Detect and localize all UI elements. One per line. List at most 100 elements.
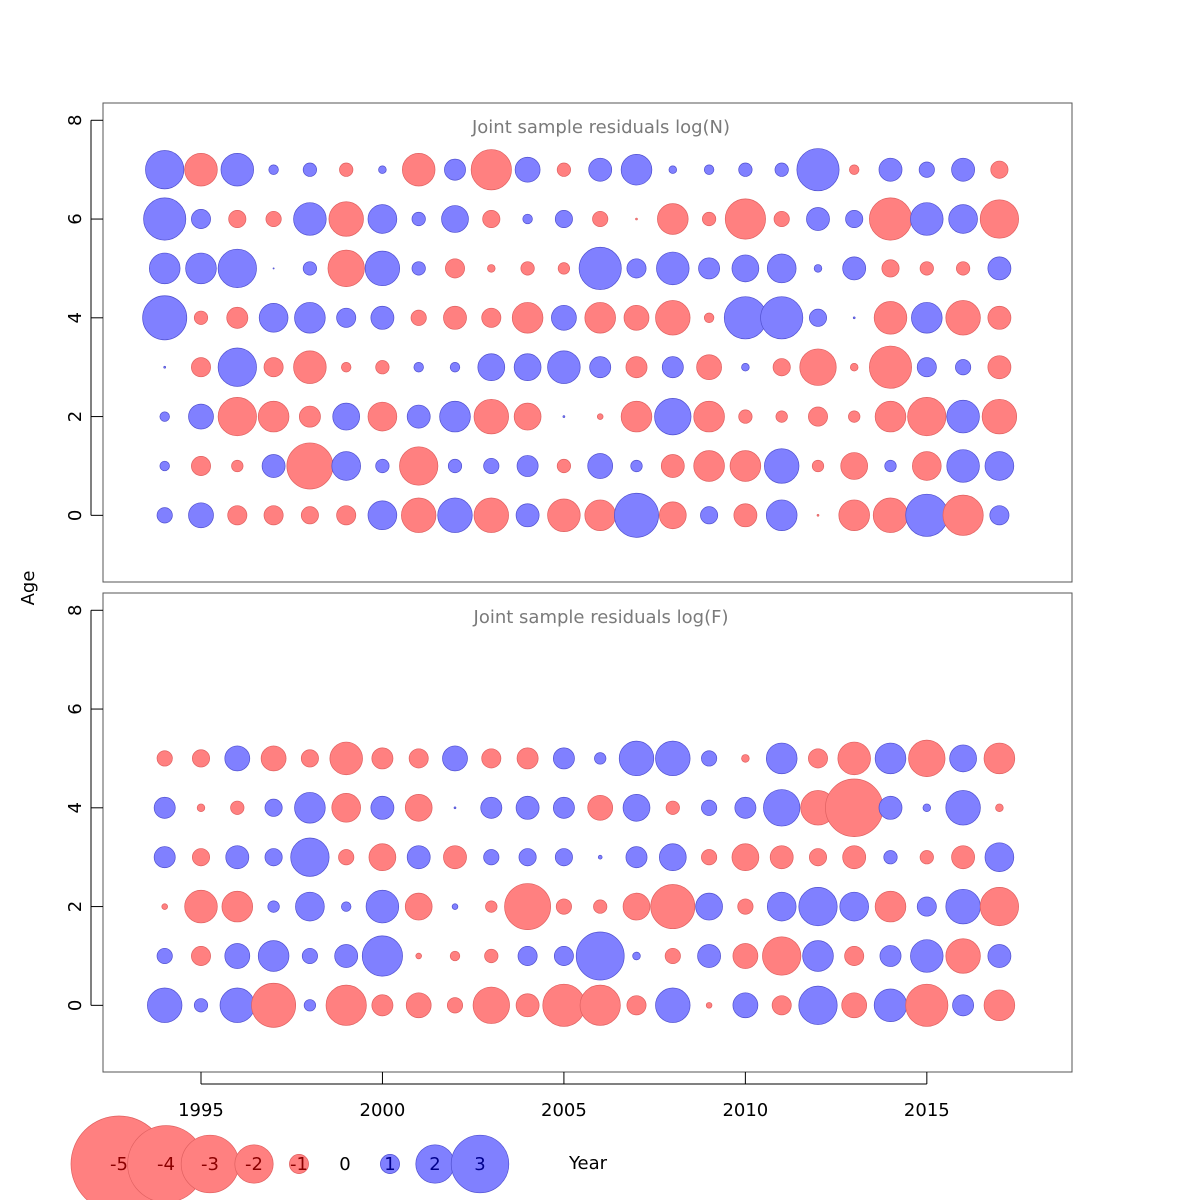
bubble-2008-age-4 — [665, 800, 680, 815]
bubble-2008-age-0 — [659, 501, 687, 530]
bubble-2007-age-2 — [622, 892, 651, 921]
bubble-1997-age-6 — [265, 210, 282, 228]
y-tick-label: 0 — [65, 1000, 86, 1011]
legend-label: -3 — [201, 1154, 219, 1175]
bubble-2015-age-4 — [922, 803, 931, 812]
bubble-1998-age-0 — [300, 506, 319, 525]
bubble-2009-age-6 — [702, 211, 717, 227]
bubble-2012-age-7 — [796, 148, 840, 192]
bubble-1998-age-7 — [302, 162, 317, 177]
bubble-2002-age-5 — [445, 258, 465, 279]
bubble-2008-age-0 — [655, 987, 691, 1023]
bubble-2007-age-0 — [626, 995, 647, 1016]
bubble-2001-age-4 — [410, 309, 427, 326]
bubble-2011-age-6 — [773, 210, 790, 228]
bubble-2004-age-0 — [515, 993, 540, 1018]
bubble-2015-age-1 — [910, 939, 944, 973]
bubble-1995-age-1 — [191, 456, 211, 476]
bubble-2016-age-1 — [945, 938, 981, 974]
bubble-2001-age-2 — [406, 404, 431, 429]
bubble-2001-age-3 — [413, 362, 424, 373]
bubble-2001-age-6 — [411, 211, 426, 227]
bubble-2015-age-5 — [908, 739, 946, 777]
bubble-2001-age-3 — [406, 845, 431, 870]
bubble-2006-age-1 — [575, 931, 625, 981]
bubble-1994-age-2 — [161, 903, 168, 910]
bubble-2005-age-2 — [562, 415, 566, 418]
bubble-2008-age-2 — [650, 884, 696, 930]
bubble-2016-age-5 — [949, 744, 977, 773]
bubble-2004-age-4 — [515, 795, 540, 820]
bubble-1995-age-5 — [192, 749, 210, 768]
bubble-2011-age-5 — [765, 742, 798, 775]
bubble-2008-age-3 — [661, 356, 684, 379]
bubble-2012-age-6 — [806, 207, 830, 231]
bubble-2010-age-1 — [729, 450, 762, 482]
bubble-1999-age-2 — [341, 901, 352, 912]
legend-label: -2 — [245, 1154, 263, 1175]
bubble-2017-age-1 — [984, 451, 1015, 481]
bubble-2007-age-1 — [632, 951, 641, 961]
x-tick-label: 2000 — [360, 1100, 406, 1121]
bubble-2009-age-5 — [701, 750, 718, 767]
bubble-2011-age-5 — [766, 253, 797, 284]
bubble-2002-age-6 — [441, 205, 469, 233]
bubble-1999-age-7 — [339, 162, 354, 177]
bubble-2015-age-2 — [907, 397, 947, 437]
bubble-1994-age-4 — [153, 796, 176, 819]
bubble-2005-age-0 — [547, 498, 581, 532]
bubble-2008-age-7 — [668, 165, 677, 174]
panel-log-f-title: Joint sample residuals log(F) — [473, 607, 729, 628]
bubble-1998-age-4 — [294, 792, 326, 824]
bubble-2004-age-3 — [513, 353, 542, 381]
bubble-2009-age-4 — [703, 312, 715, 323]
bubble-1997-age-5 — [272, 267, 275, 270]
bubble-2013-age-4 — [825, 778, 884, 837]
x-tick-label: 2015 — [904, 1100, 950, 1121]
bubble-2016-age-0 — [952, 994, 975, 1017]
bubble-1995-age-4 — [196, 803, 206, 812]
bubble-1999-age-3 — [338, 849, 355, 866]
bubble-2006-age-2 — [596, 413, 604, 420]
bubble-1994-age-0 — [147, 987, 183, 1023]
bubble-2002-age-1 — [447, 458, 463, 474]
bubble-1995-age-2 — [184, 889, 218, 924]
bubble-2009-age-1 — [693, 450, 725, 482]
bubble-2017-age-5 — [987, 256, 1012, 281]
bubble-1999-age-0 — [325, 984, 367, 1026]
bubble-2007-age-7 — [620, 153, 653, 186]
bubble-2002-age-2 — [439, 400, 471, 433]
bubble-2015-age-3 — [919, 850, 934, 865]
bubble-2000-age-3 — [368, 843, 397, 871]
bubble-2005-age-0 — [542, 983, 586, 1027]
bubble-2011-age-3 — [769, 845, 794, 870]
bubble-2013-age-0 — [838, 499, 870, 532]
bubble-2013-age-1 — [840, 452, 868, 480]
bubble-2009-age-0 — [700, 506, 719, 525]
bubble-2005-age-2 — [555, 898, 572, 915]
bubble-2011-age-0 — [765, 499, 798, 532]
bubble-2003-age-3 — [483, 849, 500, 866]
bubble-2008-age-5 — [655, 740, 691, 777]
bubble-2015-age-3 — [916, 357, 937, 378]
x-axis: 1995 2000 2005 2010 2015 — [178, 1072, 950, 1121]
x-tick-label: 1995 — [178, 1100, 224, 1121]
bubble-1994-age-5 — [156, 750, 173, 767]
bubble-2005-age-5 — [557, 262, 571, 275]
bubble-1998-age-1 — [301, 947, 318, 965]
bubble-2002-age-5 — [442, 745, 468, 772]
bubble-2014-age-2 — [874, 400, 907, 433]
bubble-2005-age-7 — [556, 162, 571, 177]
bubble-2004-age-1 — [517, 946, 538, 966]
bubble-1996-age-1 — [231, 459, 244, 473]
bubble-2006-age-2 — [593, 899, 608, 914]
bubble-2014-age-5 — [874, 742, 907, 775]
bubble-2008-age-6 — [657, 203, 689, 235]
bubble-2010-age-0 — [732, 992, 759, 1019]
bubble-2010-age-4 — [734, 796, 757, 819]
panel-log-n-frame — [102, 102, 1073, 583]
bubble-2014-age-1 — [884, 459, 897, 473]
bubble-2014-age-0 — [872, 497, 909, 533]
bubble-1997-age-2 — [257, 400, 290, 433]
bubble-1998-age-5 — [300, 749, 319, 768]
